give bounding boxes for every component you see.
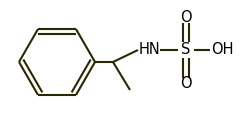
Text: HN: HN bbox=[139, 42, 161, 57]
Text: O: O bbox=[180, 11, 192, 26]
Text: OH: OH bbox=[211, 42, 233, 57]
Text: O: O bbox=[180, 76, 192, 91]
Text: S: S bbox=[181, 42, 191, 57]
